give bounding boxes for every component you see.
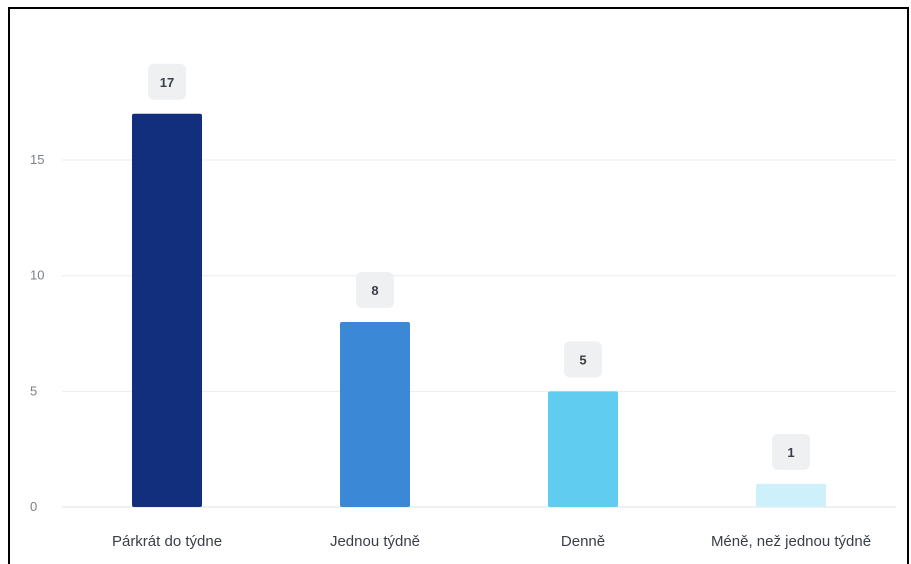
data-label-badge: [772, 433, 810, 470]
bar: [548, 391, 618, 507]
bar: [756, 483, 826, 507]
data-labels: 17 8 5 1: [148, 63, 810, 470]
y-axis-ticks: 0 5 10 15: [30, 152, 44, 514]
category-label: Párkrát do týdne: [112, 533, 222, 550]
y-tick-label: 10: [30, 268, 44, 283]
y-tick-label: 15: [30, 152, 44, 167]
category-label: Denně: [561, 533, 605, 550]
category-label: Jednou týdně: [330, 533, 420, 550]
data-label: 5: [579, 352, 586, 367]
data-label: 8: [371, 283, 378, 298]
bar: [340, 321, 410, 507]
bar: [132, 113, 202, 507]
data-label-badge: [356, 271, 394, 308]
category-label: Méně, než jednou týdně: [711, 533, 871, 550]
data-label: 1: [787, 445, 794, 460]
data-label-badge: [148, 63, 186, 100]
data-label: 17: [160, 75, 174, 90]
y-tick-label: 0: [30, 499, 37, 514]
bars: [132, 113, 826, 507]
data-label-badge: [564, 341, 602, 378]
y-tick-label: 5: [30, 383, 37, 398]
chart-frame: [8, 7, 909, 564]
x-axis-categories: Párkrát do týdne Jednou týdně Denně Méně, n…: [112, 533, 871, 550]
